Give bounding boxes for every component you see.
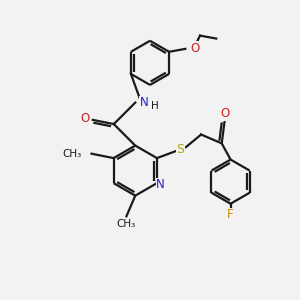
Text: H: H xyxy=(151,101,158,111)
Text: S: S xyxy=(176,143,184,156)
Text: O: O xyxy=(81,112,90,125)
Text: O: O xyxy=(220,107,229,120)
Text: CH₃: CH₃ xyxy=(63,149,82,159)
Text: CH₃: CH₃ xyxy=(117,220,136,230)
Text: O: O xyxy=(190,42,200,55)
Text: N: N xyxy=(156,178,165,191)
Text: F: F xyxy=(227,208,234,221)
Text: N: N xyxy=(140,96,148,109)
